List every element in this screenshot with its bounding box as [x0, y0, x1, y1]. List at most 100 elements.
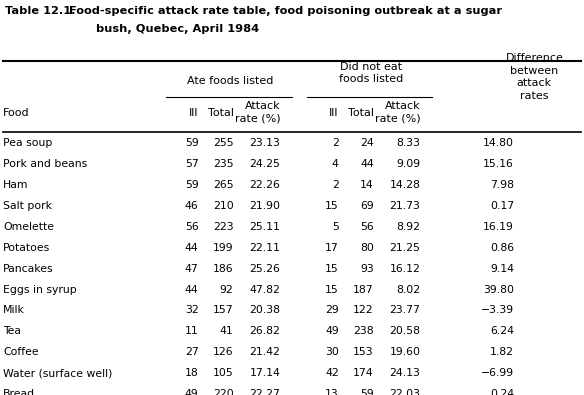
Text: 41: 41 — [220, 326, 234, 337]
Text: 126: 126 — [213, 347, 234, 357]
Text: 0.17: 0.17 — [490, 201, 514, 211]
Text: Attack
rate (%): Attack rate (%) — [235, 102, 280, 124]
Text: 59: 59 — [360, 389, 374, 395]
Text: 153: 153 — [353, 347, 374, 357]
Text: Attack
rate (%): Attack rate (%) — [375, 102, 420, 124]
Text: 24.25: 24.25 — [249, 159, 280, 169]
Text: Total: Total — [347, 107, 374, 118]
Text: 15.16: 15.16 — [483, 159, 514, 169]
Text: Milk: Milk — [3, 305, 25, 316]
Text: 93: 93 — [360, 263, 374, 274]
Text: 23.13: 23.13 — [249, 138, 280, 148]
Text: 11: 11 — [185, 326, 199, 337]
Text: Difference
between
attack
rates: Difference between attack rates — [505, 53, 564, 101]
Text: 57: 57 — [185, 159, 199, 169]
Text: 255: 255 — [213, 138, 234, 148]
Text: 26.82: 26.82 — [249, 326, 280, 337]
Text: −3.39: −3.39 — [481, 305, 514, 316]
Text: 44: 44 — [185, 243, 199, 253]
Text: 21.42: 21.42 — [249, 347, 280, 357]
Text: 8.33: 8.33 — [397, 138, 420, 148]
Text: Total: Total — [207, 107, 234, 118]
Text: 24: 24 — [360, 138, 374, 148]
Text: 39.80: 39.80 — [483, 284, 514, 295]
Text: 14: 14 — [360, 180, 374, 190]
Text: Pea soup: Pea soup — [3, 138, 53, 148]
Text: 21.90: 21.90 — [249, 201, 280, 211]
Text: 20.58: 20.58 — [390, 326, 420, 337]
Text: 18: 18 — [185, 368, 199, 378]
Text: Ate foods listed: Ate foods listed — [187, 76, 274, 86]
Text: Food-specific attack rate table, food poisoning outbreak at a sugar: Food-specific attack rate table, food po… — [61, 6, 502, 16]
Text: Water (surface well): Water (surface well) — [3, 368, 112, 378]
Text: 8.02: 8.02 — [397, 284, 420, 295]
Text: 0.86: 0.86 — [490, 243, 514, 253]
Text: 20.38: 20.38 — [249, 305, 280, 316]
Text: 6.24: 6.24 — [490, 326, 514, 337]
Text: Bread: Bread — [3, 389, 35, 395]
Text: Salt pork: Salt pork — [3, 201, 52, 211]
Text: 122: 122 — [353, 305, 374, 316]
Text: 16.12: 16.12 — [390, 263, 420, 274]
Text: 199: 199 — [213, 243, 234, 253]
Text: 5: 5 — [332, 222, 339, 232]
Text: 17: 17 — [325, 243, 339, 253]
Text: 223: 223 — [213, 222, 234, 232]
Text: Pork and beans: Pork and beans — [3, 159, 87, 169]
Text: 47.82: 47.82 — [249, 284, 280, 295]
Text: 27: 27 — [185, 347, 199, 357]
Text: 265: 265 — [213, 180, 234, 190]
Text: 220: 220 — [213, 389, 234, 395]
Text: 15: 15 — [325, 201, 339, 211]
Text: 9.09: 9.09 — [397, 159, 420, 169]
Text: 24.13: 24.13 — [390, 368, 420, 378]
Text: Potatoes: Potatoes — [3, 243, 50, 253]
Text: 17.14: 17.14 — [249, 368, 280, 378]
Text: Ill: Ill — [189, 107, 199, 118]
Text: 0.24: 0.24 — [490, 389, 514, 395]
Text: 22.27: 22.27 — [249, 389, 280, 395]
Text: 49: 49 — [185, 389, 199, 395]
Text: Omelette: Omelette — [3, 222, 54, 232]
Text: Ill: Ill — [329, 107, 339, 118]
Text: 21.25: 21.25 — [390, 243, 420, 253]
Text: 2: 2 — [332, 138, 339, 148]
Text: 187: 187 — [353, 284, 374, 295]
Text: 174: 174 — [353, 368, 374, 378]
Text: 56: 56 — [360, 222, 374, 232]
Text: 4: 4 — [332, 159, 339, 169]
Text: 22.11: 22.11 — [249, 243, 280, 253]
Text: 105: 105 — [213, 368, 234, 378]
Text: 46: 46 — [185, 201, 199, 211]
Text: Did not eat
foods listed: Did not eat foods listed — [339, 62, 403, 84]
Text: 59: 59 — [185, 180, 199, 190]
Text: 49: 49 — [325, 326, 339, 337]
Text: 44: 44 — [185, 284, 199, 295]
Text: 157: 157 — [213, 305, 234, 316]
Text: Pancakes: Pancakes — [3, 263, 54, 274]
Text: 13: 13 — [325, 389, 339, 395]
Text: 44: 44 — [360, 159, 374, 169]
Text: 30: 30 — [325, 347, 339, 357]
Text: bush, Quebec, April 1984: bush, Quebec, April 1984 — [96, 24, 259, 34]
Text: 23.77: 23.77 — [390, 305, 420, 316]
Text: 14.80: 14.80 — [483, 138, 514, 148]
Text: 47: 47 — [185, 263, 199, 274]
Text: Ham: Ham — [3, 180, 29, 190]
Text: 80: 80 — [360, 243, 374, 253]
Text: 56: 56 — [185, 222, 199, 232]
Text: Eggs in syrup: Eggs in syrup — [3, 284, 77, 295]
Text: 14.28: 14.28 — [390, 180, 420, 190]
Text: 22.03: 22.03 — [390, 389, 420, 395]
Text: 16.19: 16.19 — [483, 222, 514, 232]
Text: 15: 15 — [325, 263, 339, 274]
Text: 238: 238 — [353, 326, 374, 337]
Text: 29: 29 — [325, 305, 339, 316]
Text: Table 12.1.: Table 12.1. — [5, 6, 75, 16]
Text: 19.60: 19.60 — [390, 347, 420, 357]
Text: 1.82: 1.82 — [490, 347, 514, 357]
Text: 42: 42 — [325, 368, 339, 378]
Text: 25.11: 25.11 — [249, 222, 280, 232]
Text: 2: 2 — [332, 180, 339, 190]
Text: −6.99: −6.99 — [481, 368, 514, 378]
